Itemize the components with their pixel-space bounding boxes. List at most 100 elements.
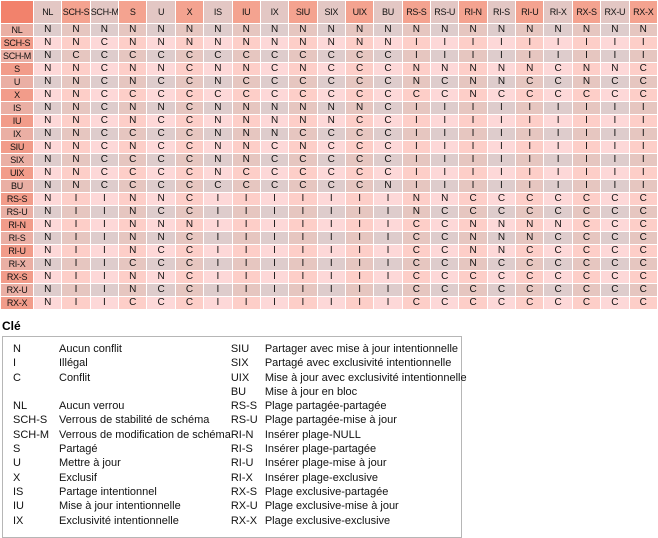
matrix-cell: N <box>146 218 176 232</box>
matrix-cell: I <box>231 231 261 245</box>
matrix-cell: C <box>486 296 517 310</box>
matrix-cell: N <box>32 62 63 76</box>
matrix-cell: C <box>458 192 488 206</box>
matrix-cell: C <box>316 62 346 76</box>
matrix-cell: C <box>174 244 205 258</box>
matrix-cell: C <box>628 218 658 232</box>
matrix-cell: C <box>231 49 261 63</box>
matrix-cell: C <box>628 88 658 102</box>
matrix-cell: I <box>430 153 460 167</box>
matrix-row-header-ri-x: RI-X <box>0 257 34 271</box>
matrix-col-header-nl: NL <box>32 0 63 24</box>
matrix-row-siu: SIU N N C N C C N N C N C C C I I I I I I I I I <box>0 140 658 154</box>
matrix-cell: C <box>458 283 488 297</box>
legend-entry: SCH-S Verrous de stabilité de schéma <box>13 413 231 427</box>
matrix-cell: N <box>203 140 233 154</box>
matrix-cell: C <box>118 153 148 167</box>
matrix-cell: C <box>344 153 375 167</box>
matrix-cell: N <box>118 23 148 37</box>
matrix-cell: I <box>628 166 658 180</box>
matrix-cell: N <box>146 101 176 115</box>
matrix-cell: I <box>89 244 120 258</box>
matrix-cell: N <box>203 127 233 141</box>
matrix-cell: C <box>571 244 602 258</box>
matrix-cell: C <box>259 49 290 63</box>
matrix-cell: C <box>118 88 148 102</box>
matrix-cell: N <box>146 192 176 206</box>
matrix-cell: C <box>316 49 346 63</box>
matrix-row-header-bu: BU <box>0 179 34 193</box>
matrix-cell: N <box>401 75 432 89</box>
matrix-cell: N <box>231 153 261 167</box>
matrix-cell: I <box>373 205 403 219</box>
matrix-cell: C <box>373 127 403 141</box>
matrix-cell: N <box>32 192 63 206</box>
matrix-cell: N <box>288 114 318 128</box>
matrix-cell: C <box>486 270 517 284</box>
legend-entry: SCH-M Verrous de modification de schéma <box>13 428 231 442</box>
matrix-cell: N <box>203 166 233 180</box>
matrix-cell: I <box>486 140 517 154</box>
matrix-cell: I <box>288 296 318 310</box>
matrix-cell: N <box>344 23 375 37</box>
matrix-cell: C <box>401 270 432 284</box>
matrix-cell: C <box>316 127 346 141</box>
matrix-cell: I <box>259 270 290 284</box>
matrix-col-header-uix: UIX <box>344 0 375 24</box>
matrix-cell: N <box>486 244 517 258</box>
matrix-cell: N <box>61 179 91 193</box>
matrix-col-header-rx-s: RX-S <box>571 0 602 24</box>
matrix-row-header-ri-s: RI-S <box>0 231 34 245</box>
legend-term: BU <box>230 385 247 398</box>
matrix-cell: I <box>203 205 233 219</box>
matrix-cell: N <box>259 114 290 128</box>
matrix-cell: C <box>628 192 658 206</box>
matrix-row-header-rs-s: RS-S <box>0 192 34 206</box>
matrix-cell: C <box>288 166 318 180</box>
matrix-cell: I <box>515 140 545 154</box>
matrix-cell: I <box>373 270 403 284</box>
matrix-row-rs-s: RS-S N I I N N C I I I I I I I N N C C C C C C C <box>0 192 658 206</box>
matrix-cell: C <box>146 114 176 128</box>
matrix-cell: I <box>628 114 658 128</box>
matrix-cell: C <box>89 49 120 63</box>
matrix-cell: I <box>344 296 375 310</box>
matrix-cell: I <box>543 114 573 128</box>
matrix-cell: N <box>600 62 630 76</box>
matrix-cell: N <box>259 23 290 37</box>
matrix-row-header-uix: UIX <box>0 166 34 180</box>
matrix-cell: C <box>543 257 573 271</box>
matrix-cell: I <box>515 127 545 141</box>
matrix-cell: I <box>486 127 517 141</box>
matrix-cell: N <box>32 127 63 141</box>
matrix-cell: N <box>118 36 148 50</box>
matrix-cell: N <box>32 205 63 219</box>
matrix-cell: C <box>571 231 602 245</box>
matrix-cell: I <box>259 283 290 297</box>
matrix-cell: N <box>61 75 91 89</box>
matrix-col-header-six: SIX <box>316 0 346 24</box>
matrix-cell: I <box>515 49 545 63</box>
matrix-cell: C <box>259 62 290 76</box>
matrix-cell: C <box>628 205 658 219</box>
legend-box: N Aucun conflit I Illégal C Conflit NL Aucun ve… <box>2 336 467 538</box>
matrix-row-header-rs-u: RS-U <box>0 205 34 219</box>
matrix-col-header-ri-n: RI-N <box>458 0 488 24</box>
matrix-cell: C <box>344 127 375 141</box>
matrix-cell: I <box>373 218 403 232</box>
matrix-row-uix: UIX N N C C C C N C C C C C C I I I I I I I I I <box>0 166 658 180</box>
matrix-cell: C <box>628 296 658 310</box>
matrix-cell: I <box>543 140 573 154</box>
matrix-cell: I <box>203 257 233 271</box>
matrix-cell: I <box>288 283 318 297</box>
matrix-cell: I <box>259 205 290 219</box>
legend-term: I <box>13 357 17 370</box>
matrix-cell: C <box>600 231 630 245</box>
matrix-cell: I <box>543 36 573 50</box>
matrix-cell: C <box>146 49 176 63</box>
matrix-cell: C <box>203 88 233 102</box>
matrix-cell: N <box>288 101 318 115</box>
matrix-cell: I <box>316 205 346 219</box>
matrix-cell: C <box>430 244 460 258</box>
